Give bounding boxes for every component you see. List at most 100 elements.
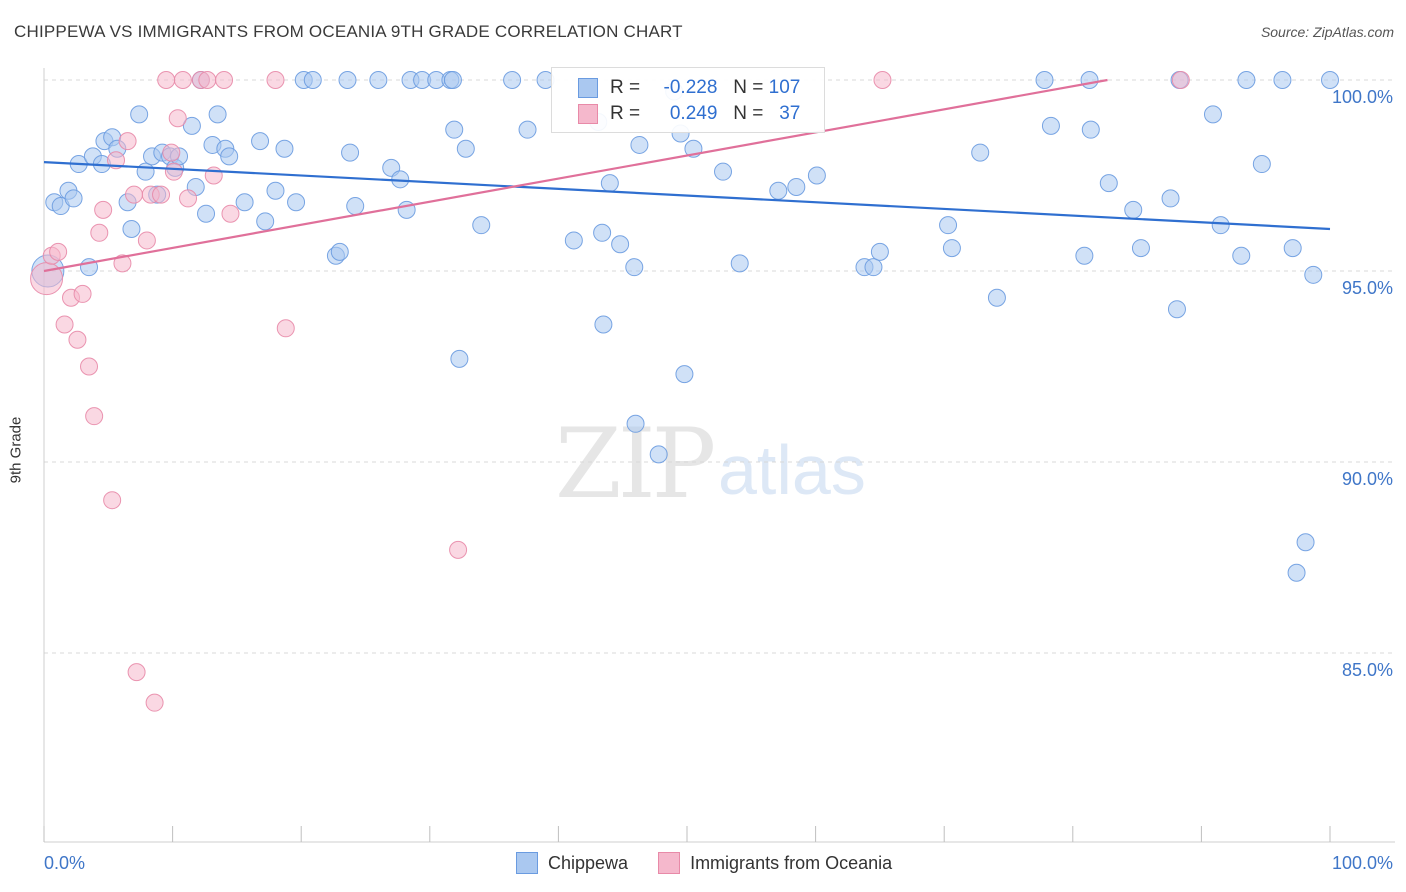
chippewa-point <box>208 105 227 124</box>
chippewa-point <box>870 242 889 261</box>
oceania-point <box>68 330 87 349</box>
stats-legend-row-chippewa: R = -0.228 N = 107 <box>578 76 800 100</box>
chart-title: CHIPPEWA VS IMMIGRANTS FROM OCEANIA 9TH … <box>14 22 683 41</box>
chippewa-point <box>787 177 806 196</box>
oceania-point <box>85 407 104 426</box>
r-value: 0.249 <box>669 103 718 124</box>
chippewa-point <box>1081 120 1100 139</box>
chippewa-point <box>626 414 645 433</box>
chippewa-point <box>1161 189 1180 208</box>
oceania-point <box>80 357 99 376</box>
chippewa-trend-line <box>43 161 1331 231</box>
oceania-point <box>90 223 109 242</box>
chippewa-point <box>649 445 668 464</box>
chippewa-point <box>346 197 365 216</box>
chippewa-legend-swatch <box>516 852 538 874</box>
oceania-point <box>276 319 295 338</box>
chippewa-point <box>864 258 883 277</box>
chippewa-point <box>256 212 275 231</box>
chippewa-point <box>1321 71 1339 89</box>
watermark-atlas: atlas <box>718 431 866 509</box>
chippewa-point <box>730 254 749 273</box>
y-tick-label: 85.0% <box>1342 660 1393 680</box>
r-label: R = <box>610 77 641 98</box>
oceania-point <box>173 71 192 89</box>
n-label: N = <box>733 77 764 98</box>
chippewa-point <box>287 193 306 212</box>
chippewa-point <box>1124 200 1143 219</box>
oceania-point <box>168 109 187 128</box>
chippewa-point <box>1075 246 1094 265</box>
oceania-point <box>164 162 183 181</box>
chippewa-point <box>769 181 788 200</box>
chippewa-point <box>1080 71 1099 89</box>
chippewa-point <box>1252 155 1271 174</box>
trend-layer <box>43 78 1331 273</box>
chippewa-point <box>130 105 149 124</box>
chippewa-point <box>472 216 491 235</box>
oceania-point <box>125 185 144 204</box>
oceania-point <box>1171 71 1190 89</box>
chippewa-point <box>987 288 1006 307</box>
chippewa-point <box>630 135 649 154</box>
n-label: N = <box>733 103 764 124</box>
chippewa-point <box>1304 265 1323 284</box>
chippewa-point <box>939 216 958 235</box>
chippewa-point <box>445 120 464 139</box>
oceania-point <box>152 185 171 204</box>
oceania-point <box>145 693 164 712</box>
oceania-point <box>221 204 240 223</box>
chippewa-point <box>971 143 990 162</box>
chippewa-point <box>1296 533 1315 552</box>
chippewa-point <box>611 235 630 254</box>
oceania-point <box>215 71 234 89</box>
chippewa-point <box>714 162 733 181</box>
chippewa-point <box>1232 246 1251 265</box>
x-tick-label: 100.0% <box>1332 853 1393 873</box>
chippewa-point <box>251 132 270 151</box>
chippewa-point <box>600 174 619 193</box>
chippewa-point <box>122 219 141 238</box>
oceania-swatch <box>578 104 598 124</box>
chippewa-point <box>330 242 349 261</box>
oceania-point <box>449 540 468 559</box>
oceania-point <box>137 231 156 250</box>
oceania-point <box>157 71 176 89</box>
chippewa-point <box>235 193 254 212</box>
chippewa-point <box>807 166 826 185</box>
oceania-point <box>266 71 285 89</box>
chippewa-point <box>518 120 537 139</box>
chippewa-point <box>564 231 583 250</box>
oceania-legend-label: Immigrants from Oceania <box>690 852 893 873</box>
chippewa-point <box>450 349 469 368</box>
chippewa-point <box>1211 216 1230 235</box>
chippewa-point <box>594 315 613 334</box>
chippewa-point <box>266 181 285 200</box>
chippewa-point <box>503 71 522 89</box>
oceania-point <box>127 663 146 682</box>
r-label: R = <box>610 103 641 124</box>
y-tick-label: 90.0% <box>1342 469 1393 489</box>
y-axis-label: 9th Grade <box>7 416 25 484</box>
stats-legend-row-oceania: R = 0.249 N = 37 <box>578 102 800 126</box>
chippewa-legend-label: Chippewa <box>548 852 629 873</box>
chippewa-point <box>136 162 155 181</box>
source-label: Source: ZipAtlas.com <box>1260 24 1394 40</box>
oceania-point <box>198 71 217 89</box>
oceania-point <box>94 200 113 219</box>
bottom-legend: Chippewa Immigrants from Oceania <box>516 852 892 874</box>
oceania-point <box>55 315 74 334</box>
chippewa-point <box>1099 174 1118 193</box>
stats-legend: R = -0.228 N = 107 R = 0.249 N = 37 <box>551 67 825 133</box>
chippewa-point <box>303 71 322 89</box>
chippewa-swatch <box>578 78 598 98</box>
chippewa-point <box>675 365 694 384</box>
axis-layer <box>43 68 1395 843</box>
chippewa-point <box>1273 71 1292 89</box>
oceania-point <box>873 71 892 89</box>
chippewa-point <box>625 258 644 277</box>
chippewa-point <box>456 139 475 158</box>
chippewa-point <box>942 239 961 258</box>
chippewa-point <box>338 71 357 89</box>
label-layer: 100.0% 95.0% 90.0% 85.0% 0.0% 100.0% <box>44 87 1393 873</box>
